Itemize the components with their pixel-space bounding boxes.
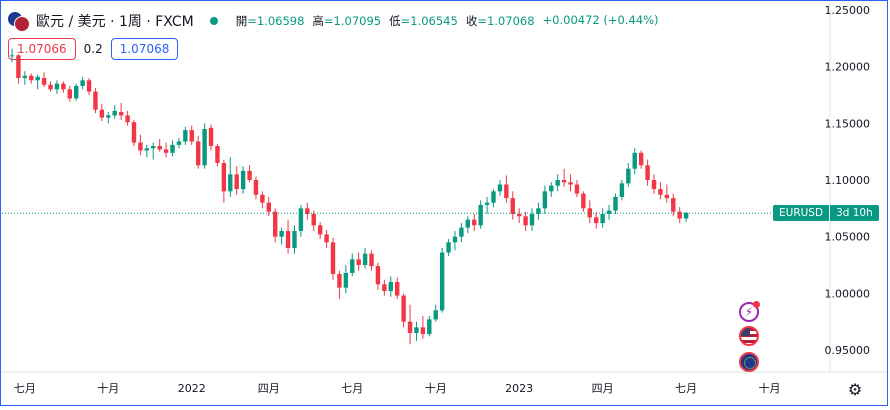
- gear-icon[interactable]: ⚙: [847, 380, 863, 399]
- buy-price-button[interactable]: 1.07068: [110, 38, 179, 60]
- ohlc-low: 低=1.06545: [389, 14, 458, 28]
- ohlc-values: 開=1.06598 高=1.07095 低=1.06545 收=1.07068 …: [236, 13, 659, 29]
- last-price-badge: EURUSD 3d 10h: [773, 205, 879, 222]
- sell-price-button[interactable]: 1.07066: [8, 38, 76, 60]
- badge-countdown: 3d 10h: [829, 205, 879, 222]
- ohlc-change: +0.00472 (+0.44%): [542, 13, 659, 27]
- flash-icon[interactable]: ⚡: [739, 301, 760, 322]
- chart-header: 歐元 / 美元 · 1周 · FXCM 開=1.06598 高=1.07095 …: [8, 10, 659, 32]
- ohlc-high: 高=1.07095: [312, 14, 382, 28]
- ohlc-close: 收=1.07068: [465, 14, 535, 28]
- price-row: 1.07066 0.2 1.07068: [8, 38, 179, 60]
- ohlc-open: 開=1.06598: [235, 14, 305, 28]
- badge-symbol: EURUSD: [773, 205, 830, 222]
- spread-value: 0.2: [83, 42, 103, 56]
- eu-flag-icon[interactable]: [739, 352, 759, 372]
- symbol-title[interactable]: 歐元 / 美元 · 1周 · FXCM: [36, 14, 194, 30]
- market-open-status-icon: [209, 17, 218, 25]
- us-flag-icon[interactable]: [739, 326, 759, 346]
- eur-usd-flag-icon: [8, 12, 30, 32]
